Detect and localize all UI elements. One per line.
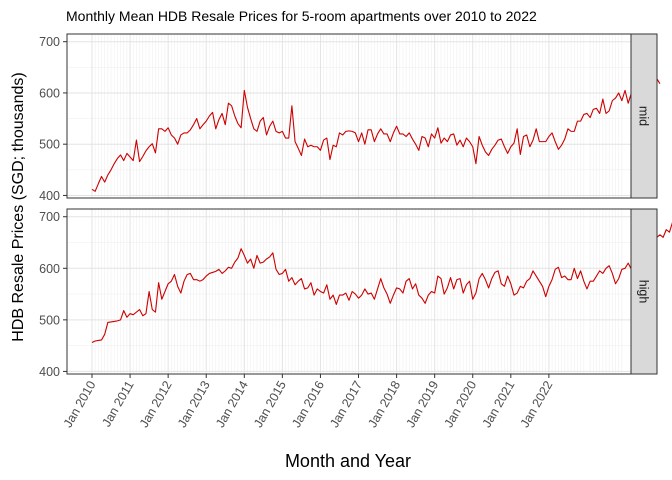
y-tick-label: 400 [39, 365, 60, 379]
x-tick-label: Jan 2013 [175, 378, 213, 430]
x-tick-label: Jan 2020 [441, 378, 479, 430]
facet-label-high: high [637, 280, 651, 304]
x-tick-label: Jan 2019 [403, 378, 441, 430]
y-tick-label: 600 [39, 262, 60, 276]
chart-title: Monthly Mean HDB Resale Prices for 5-roo… [66, 8, 537, 24]
y-tick-label: 600 [39, 86, 60, 100]
y-tick-label: 700 [39, 35, 60, 49]
x-tick-label: Jan 2021 [480, 378, 518, 430]
x-tick-label: Jan 2015 [251, 378, 289, 430]
series-line-mid [91, 74, 661, 192]
x-tick-label: Jan 2016 [289, 378, 327, 430]
x-tick-label: Jan 2012 [137, 378, 175, 430]
series-line-high [91, 222, 672, 344]
y-tick-label: 500 [39, 313, 60, 327]
facet-strip [630, 208, 658, 375]
y-tick-label: 500 [39, 138, 60, 152]
y-tick-label: 700 [39, 210, 60, 224]
y-tick-label: 400 [39, 189, 60, 203]
y-axis-title: HDB Resale Prices (SGD; thousands) [10, 72, 27, 341]
x-tick-label: Jan 2018 [365, 378, 403, 430]
x-tick-label: Jan 2017 [327, 378, 365, 430]
x-tick-label: Jan 2014 [213, 378, 251, 430]
x-axis-title: Month and Year [285, 451, 411, 471]
x-tick-label: Jan 2010 [61, 378, 99, 430]
x-tick-label: Jan 2022 [518, 378, 556, 430]
facet-strip [630, 33, 658, 199]
facet-label-mid: mid [637, 106, 651, 126]
x-tick-label: Jan 2011 [99, 378, 136, 429]
